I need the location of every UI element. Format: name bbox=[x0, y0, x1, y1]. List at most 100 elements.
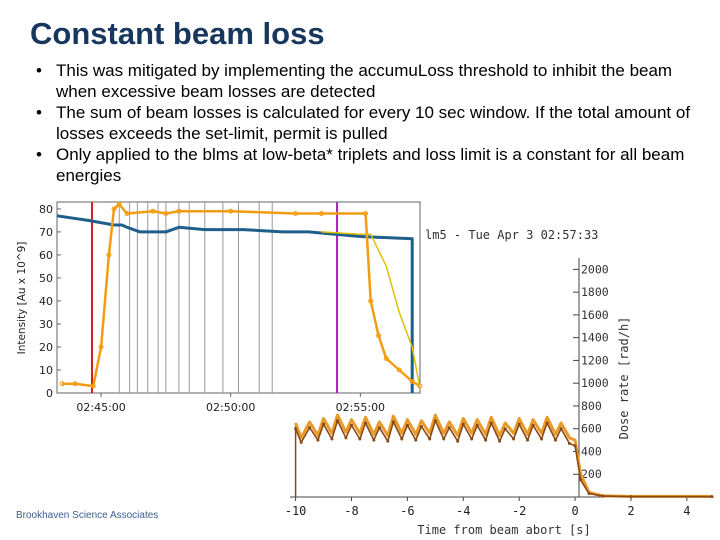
intensity-data-point bbox=[376, 332, 382, 338]
dose-data-point bbox=[526, 438, 530, 442]
dose-y-tick-label: 200 bbox=[581, 467, 602, 481]
dose-x-tick-label: -4 bbox=[456, 504, 470, 518]
dose-series-line bbox=[294, 413, 712, 498]
dose-data-point bbox=[498, 439, 502, 443]
intensity-data-point bbox=[163, 211, 169, 217]
dose-data-point bbox=[517, 422, 521, 426]
dose-data-point bbox=[433, 419, 437, 423]
dose-data-point bbox=[489, 421, 493, 425]
dose-data-point bbox=[294, 427, 298, 431]
intensity-data-point bbox=[228, 208, 234, 214]
dose-x-tick-label: 4 bbox=[683, 504, 690, 518]
intensity-y-axis-label: Intensity [Au x 10^9] bbox=[16, 242, 28, 355]
intensity-data-point bbox=[409, 378, 415, 384]
intensity-y-tick-label: 30 bbox=[39, 318, 53, 331]
dose-data-point bbox=[400, 437, 404, 441]
dose-data-point bbox=[470, 437, 474, 441]
intensity-x-tick-label: 02:45:00 bbox=[76, 401, 125, 414]
intensity-y-tick-label: 40 bbox=[39, 295, 53, 308]
dose-data-point bbox=[573, 444, 577, 448]
dose-data-point bbox=[587, 492, 591, 496]
intensity-data-point bbox=[293, 211, 299, 217]
dose-data-point bbox=[316, 438, 320, 442]
dose-x-tick-label: -2 bbox=[512, 504, 526, 518]
intensity-data-point bbox=[90, 383, 96, 389]
dose-data-point bbox=[629, 495, 633, 499]
intensity-data-point bbox=[176, 208, 182, 214]
dose-y-tick-label: 400 bbox=[581, 444, 602, 458]
dose-data-point bbox=[512, 437, 516, 441]
dose-y-tick-label: 1800 bbox=[581, 285, 609, 299]
intensity-data-point bbox=[98, 344, 104, 350]
dose-data-point bbox=[456, 439, 460, 443]
dose-data-point bbox=[503, 427, 507, 431]
intensity-y-tick-label: 0 bbox=[46, 387, 53, 400]
dose-data-point bbox=[322, 422, 326, 426]
intensity-y-tick-label: 50 bbox=[39, 272, 53, 285]
intensity-series-line bbox=[321, 231, 421, 389]
intensity-data-point bbox=[396, 367, 402, 373]
intensity-series-line bbox=[62, 203, 421, 388]
intensity-data-point bbox=[368, 298, 374, 304]
dose-chart-header: lm5 - Tue Apr 3 02:57:33 bbox=[425, 228, 598, 242]
dose-x-tick-label: 2 bbox=[627, 504, 634, 518]
dose-data-point bbox=[363, 421, 367, 425]
intensity-y-tick-label: 80 bbox=[39, 203, 53, 216]
dose-y-tick-label: 800 bbox=[581, 399, 602, 413]
dose-y-tick-label: 600 bbox=[581, 422, 602, 436]
dose-x-axis-label: Time from beam abort [s] bbox=[417, 523, 590, 537]
dose-data-point bbox=[336, 419, 340, 423]
bullet-item: Only applied to the blms at low-beta* tr… bbox=[34, 144, 704, 186]
intensity-data-point bbox=[116, 201, 122, 207]
intensity-y-tick-label: 10 bbox=[39, 364, 53, 377]
dose-data-point bbox=[344, 436, 348, 440]
dose-data-point bbox=[414, 438, 418, 442]
slide-title: Constant beam loss bbox=[30, 16, 325, 51]
dose-y-tick-label: 1000 bbox=[581, 376, 609, 390]
dose-data-point bbox=[461, 422, 465, 426]
dose-data-point bbox=[428, 437, 432, 441]
intensity-data-point bbox=[124, 211, 130, 217]
bullet-list: This was mitigated by implementing the a… bbox=[34, 60, 704, 186]
dose-data-point bbox=[553, 438, 557, 442]
dose-data-point bbox=[447, 426, 451, 430]
dose-data-point bbox=[405, 423, 409, 427]
intensity-data-point bbox=[72, 381, 78, 387]
dose-y-tick-label: 1200 bbox=[581, 353, 609, 367]
intensity-y-tick-label: 20 bbox=[39, 341, 53, 354]
dose-y-axis-label: Dose rate [rad/h] bbox=[617, 317, 631, 440]
dose-data-point bbox=[386, 439, 390, 443]
dose-x-tick-label: -8 bbox=[344, 504, 358, 518]
dose-data-point bbox=[377, 426, 381, 430]
intensity-x-tick-label: 02:50:00 bbox=[206, 401, 255, 414]
dose-data-point bbox=[579, 478, 583, 482]
dose-data-point bbox=[358, 437, 362, 441]
dose-data-point bbox=[391, 420, 395, 424]
intensity-data-point bbox=[59, 381, 65, 387]
dose-data-point bbox=[308, 426, 312, 430]
dose-data-point bbox=[372, 438, 376, 442]
dose-data-point bbox=[545, 421, 549, 425]
intensity-y-tick-label: 60 bbox=[39, 249, 53, 262]
dose-data-point bbox=[540, 437, 544, 441]
intensity-x-tick-label: 02:55:00 bbox=[336, 401, 385, 414]
intensity-data-point bbox=[383, 355, 389, 361]
dose-data-point bbox=[475, 423, 479, 427]
intensity-data-point bbox=[150, 208, 156, 214]
dose-data-point bbox=[567, 442, 571, 446]
dose-data-point bbox=[349, 423, 353, 427]
intensity-y-tick-label: 70 bbox=[39, 226, 53, 239]
dose-data-point bbox=[601, 494, 605, 498]
intensity-series-line bbox=[56, 214, 414, 393]
dose-x-tick-label: 0 bbox=[571, 504, 578, 518]
dose-series-line bbox=[294, 419, 712, 498]
dose-data-point bbox=[330, 437, 334, 441]
dose-data-point bbox=[531, 423, 535, 427]
intensity-data-point bbox=[106, 252, 112, 258]
dose-data-point bbox=[442, 437, 446, 441]
dose-y-tick-label: 2000 bbox=[581, 262, 609, 276]
dose-data-point bbox=[559, 427, 563, 431]
dose-data-point bbox=[710, 495, 714, 499]
